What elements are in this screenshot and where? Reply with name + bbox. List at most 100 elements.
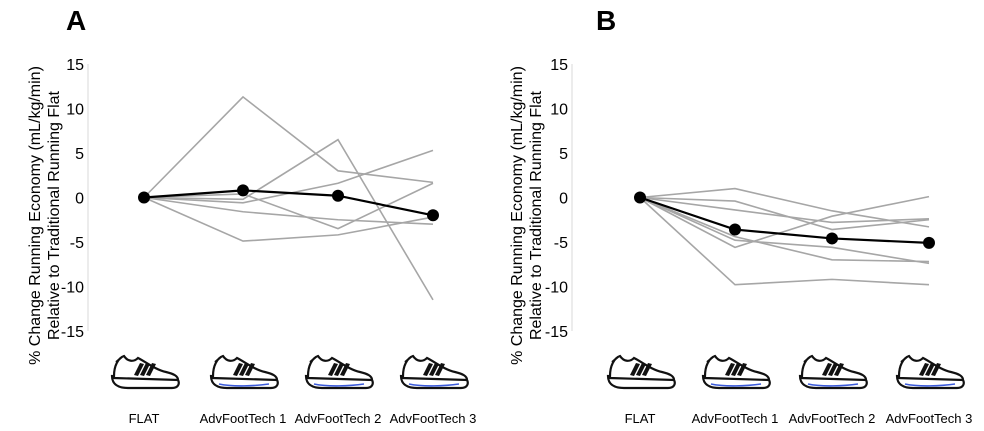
y-tick-label: -10	[545, 280, 568, 297]
shoe-stripe	[146, 363, 156, 376]
y-tick-label: 0	[559, 191, 568, 208]
shoe-flat-icon	[606, 354, 676, 390]
y-tick-label: -10	[61, 280, 84, 297]
y-tick-label: 15	[550, 57, 568, 74]
shoe-advfoottech-icon	[304, 354, 374, 390]
shoe-plate-line	[807, 383, 859, 387]
y-tick-label: -15	[61, 324, 84, 341]
shoe-plate-line	[710, 383, 762, 387]
y-axis-label-line2: Relative to Traditional Running Flat	[46, 90, 63, 340]
y-tick-label: 5	[75, 146, 84, 163]
shoe-stripe	[245, 363, 255, 376]
x-category-label: AdvFootTech 1	[200, 411, 287, 426]
mean-point	[923, 236, 935, 249]
y-tick-label: -15	[545, 324, 568, 341]
individual-series-line	[143, 196, 434, 225]
x-category-label: AdvFootTech 3	[390, 411, 477, 426]
mean-point	[237, 184, 249, 197]
shoe-stripe	[725, 363, 735, 376]
mean-point	[634, 191, 646, 204]
y-axis-label: % Change Running Economy (mL/kg/min) Rela…	[509, 66, 545, 365]
mean-point	[332, 189, 344, 202]
shoe-stripe	[828, 363, 838, 376]
x-category-label: AdvFootTech 2	[295, 411, 382, 426]
shoe-flat-icon	[110, 354, 180, 390]
shoe-heel-tab	[214, 356, 222, 363]
x-category-label: AdvFootTech 3	[886, 411, 973, 426]
panel-letter: B	[596, 5, 616, 36]
shoe-stripe	[435, 363, 445, 376]
shoe-heel-tab	[309, 356, 317, 363]
mean-point	[729, 223, 741, 236]
shoe-stripe	[737, 363, 747, 376]
shoe-stripe	[328, 363, 338, 376]
individual-series-line	[639, 195, 930, 249]
x-category-label: FLAT	[129, 411, 160, 426]
shoe-plate-line	[904, 383, 956, 387]
individual-series-line	[639, 187, 930, 228]
individual-series-line	[143, 196, 434, 242]
mean-series-line	[143, 189, 434, 217]
shoe-advfoottech-icon	[701, 354, 771, 390]
shoe-stripe	[630, 363, 640, 376]
mean-point	[138, 191, 150, 204]
shoe-stripe	[636, 363, 646, 376]
shoe-heel-tab	[900, 356, 908, 363]
y-axis-label-line1: % Change Running Economy (mL/kg/min)	[27, 66, 44, 365]
x-category-label: AdvFootTech 1	[692, 411, 779, 426]
shoe-heel-tab	[611, 356, 619, 363]
mean-point	[427, 209, 439, 222]
y-tick-label: 10	[550, 102, 568, 119]
shoe-heel-tab	[404, 356, 412, 363]
mean-point	[826, 232, 838, 245]
x-category-label: AdvFootTech 2	[789, 411, 876, 426]
shoe-stripe	[925, 363, 935, 376]
mean-series-line	[639, 196, 930, 244]
y-tick-label: 0	[75, 191, 84, 208]
shoe-advfoottech-icon	[895, 354, 965, 390]
shoe-plate-line	[313, 383, 365, 387]
shoe-stripe	[334, 363, 344, 376]
shoe-stripe	[140, 363, 150, 376]
shoe-advfoottech-icon	[209, 354, 279, 390]
y-tick-label: -5	[70, 235, 84, 252]
y-axis-label: % Change Running Economy (mL/kg/min) Rela…	[27, 66, 63, 365]
y-tick-label: 10	[66, 102, 84, 119]
shoe-stripe	[834, 363, 844, 376]
shoe-stripe	[931, 363, 941, 376]
shoe-stripe	[919, 363, 929, 376]
panel-letter: A	[66, 5, 86, 36]
shoe-heel-tab	[803, 356, 811, 363]
individual-series-line	[639, 196, 930, 265]
shoe-heel-tab	[115, 356, 123, 363]
individual-series-line	[143, 95, 434, 199]
y-axis-label-line2: Relative to Traditional Running Flat	[528, 90, 545, 340]
y-tick-label: 5	[559, 146, 568, 163]
y-tick-label: 15	[66, 57, 84, 74]
shoe-advfoottech-icon	[399, 354, 469, 390]
shoe-plate-line	[218, 383, 270, 387]
shoe-stripe	[822, 363, 832, 376]
shoe-stripe	[340, 363, 350, 376]
individual-series-line	[143, 138, 434, 301]
individual-series-line	[639, 196, 930, 263]
shoe-stripe	[642, 363, 652, 376]
shoe-plate-line	[408, 383, 460, 387]
individual-series-line	[639, 196, 930, 231]
shoe-stripe	[731, 363, 741, 376]
y-axis-label-line1: % Change Running Economy (mL/kg/min)	[509, 66, 526, 365]
shoe-stripe	[239, 363, 249, 376]
individual-series-line	[639, 196, 930, 224]
shoe-stripe	[134, 363, 144, 376]
shoe-heel-tab	[706, 356, 714, 363]
shoe-stripe	[233, 363, 243, 376]
y-tick-label: -5	[554, 235, 568, 252]
shoe-advfoottech-icon	[798, 354, 868, 390]
x-category-label: FLAT	[625, 411, 656, 426]
individual-series-line	[639, 196, 930, 286]
shoe-stripe	[423, 363, 433, 376]
shoe-stripe	[429, 363, 439, 376]
